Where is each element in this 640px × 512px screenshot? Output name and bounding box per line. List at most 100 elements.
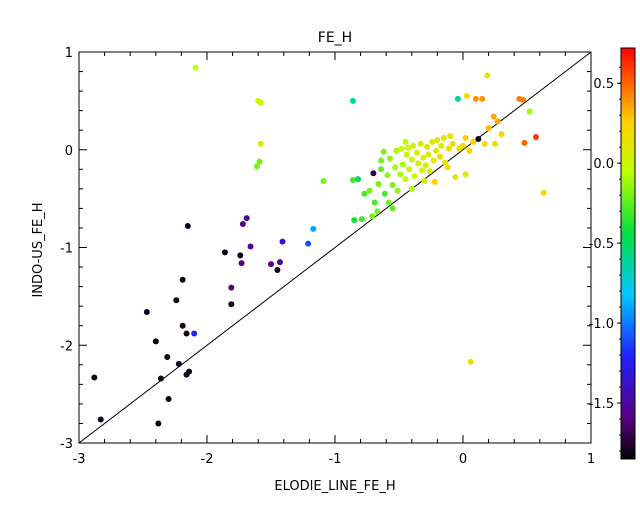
colorbar-tick-label: 0.5 xyxy=(593,77,614,92)
data-point xyxy=(452,174,459,181)
colorbar-tick-label: -1.5 xyxy=(589,397,614,412)
x-tick-label: -1 xyxy=(329,452,342,467)
data-point xyxy=(526,108,533,115)
data-point xyxy=(466,147,473,154)
data-point xyxy=(417,140,424,147)
data-point xyxy=(228,284,235,291)
data-point xyxy=(479,95,486,102)
data-point xyxy=(152,338,159,345)
data-point xyxy=(411,173,418,180)
data-point xyxy=(274,266,281,273)
data-point xyxy=(481,140,488,147)
data-point xyxy=(490,113,497,120)
data-point xyxy=(97,416,104,423)
data-point xyxy=(143,309,150,316)
data-point xyxy=(243,215,250,222)
data-point xyxy=(429,138,436,145)
data-point xyxy=(460,142,466,149)
data-point xyxy=(454,95,461,102)
data-point xyxy=(389,205,396,212)
data-point xyxy=(175,360,182,367)
x-tick-label: 0 xyxy=(459,452,467,467)
data-point xyxy=(238,260,245,267)
data-point xyxy=(375,180,382,187)
data-points xyxy=(91,64,547,427)
data-point xyxy=(157,375,164,382)
data-point xyxy=(164,353,171,360)
data-point xyxy=(472,95,479,102)
data-point xyxy=(484,72,491,79)
data-point xyxy=(237,252,244,259)
y-axis-label: INDO-US_FE_H xyxy=(31,202,46,297)
data-point xyxy=(397,171,404,178)
data-point xyxy=(462,171,469,178)
data-point xyxy=(422,162,429,169)
colorbar-ticks: 0.5 0.0 -0.5 -1.0 -1.5 xyxy=(589,66,621,452)
data-point xyxy=(467,358,474,365)
data-point xyxy=(444,164,451,171)
data-point xyxy=(434,136,441,143)
data-point xyxy=(431,179,438,186)
data-point xyxy=(370,170,377,177)
data-point xyxy=(394,187,401,194)
colorbar-tick-label: 0.0 xyxy=(593,157,614,172)
data-point xyxy=(351,217,358,224)
data-point xyxy=(305,240,312,247)
data-point xyxy=(402,176,409,183)
data-point xyxy=(425,151,432,158)
data-point xyxy=(463,92,470,99)
data-point xyxy=(355,176,362,183)
data-point xyxy=(191,330,198,337)
data-point xyxy=(406,166,413,173)
y-tick-label: 0 xyxy=(65,144,73,159)
data-point xyxy=(184,222,191,229)
data-point xyxy=(399,161,406,168)
data-point xyxy=(374,208,381,215)
data-point xyxy=(239,221,246,228)
data-point xyxy=(378,157,385,164)
data-point xyxy=(256,158,263,165)
data-point xyxy=(445,145,452,152)
data-point xyxy=(247,243,254,250)
data-point xyxy=(404,144,411,151)
colorbar-tick-label: -1.0 xyxy=(589,317,614,332)
data-point xyxy=(183,330,190,337)
y-axis-ticks: -3 -2 -1 0 1 xyxy=(60,46,591,452)
y-tick-label: 1 xyxy=(65,46,73,61)
data-point xyxy=(403,151,410,158)
data-point xyxy=(447,133,454,140)
data-point xyxy=(253,163,260,170)
data-point xyxy=(470,138,477,145)
data-point xyxy=(426,168,433,175)
data-point xyxy=(361,190,368,197)
y-tick-label: -1 xyxy=(60,242,73,257)
data-point xyxy=(521,139,528,146)
data-point xyxy=(398,145,405,152)
data-point xyxy=(179,322,186,329)
y-tick-label: -2 xyxy=(60,339,73,354)
data-point xyxy=(378,166,385,173)
data-point xyxy=(179,276,186,283)
data-point xyxy=(257,99,264,106)
data-point xyxy=(449,140,456,147)
data-point xyxy=(415,160,422,167)
data-point xyxy=(420,154,427,161)
data-point xyxy=(475,135,482,142)
data-point xyxy=(413,149,420,156)
data-point xyxy=(173,297,180,304)
x-tick-label: -3 xyxy=(73,452,86,467)
data-point xyxy=(419,167,426,174)
data-point xyxy=(276,259,283,266)
data-point xyxy=(371,199,378,206)
data-point xyxy=(485,125,492,132)
data-point xyxy=(366,187,373,194)
chart-title: FE_H xyxy=(318,30,352,46)
data-point xyxy=(228,301,235,308)
y-tick-label: -3 xyxy=(60,437,73,452)
data-point xyxy=(310,225,317,232)
data-point xyxy=(430,157,437,164)
data-point xyxy=(155,420,162,427)
data-point xyxy=(381,190,388,197)
x-axis-ticks: -3 -2 -1 0 1 xyxy=(73,52,595,467)
